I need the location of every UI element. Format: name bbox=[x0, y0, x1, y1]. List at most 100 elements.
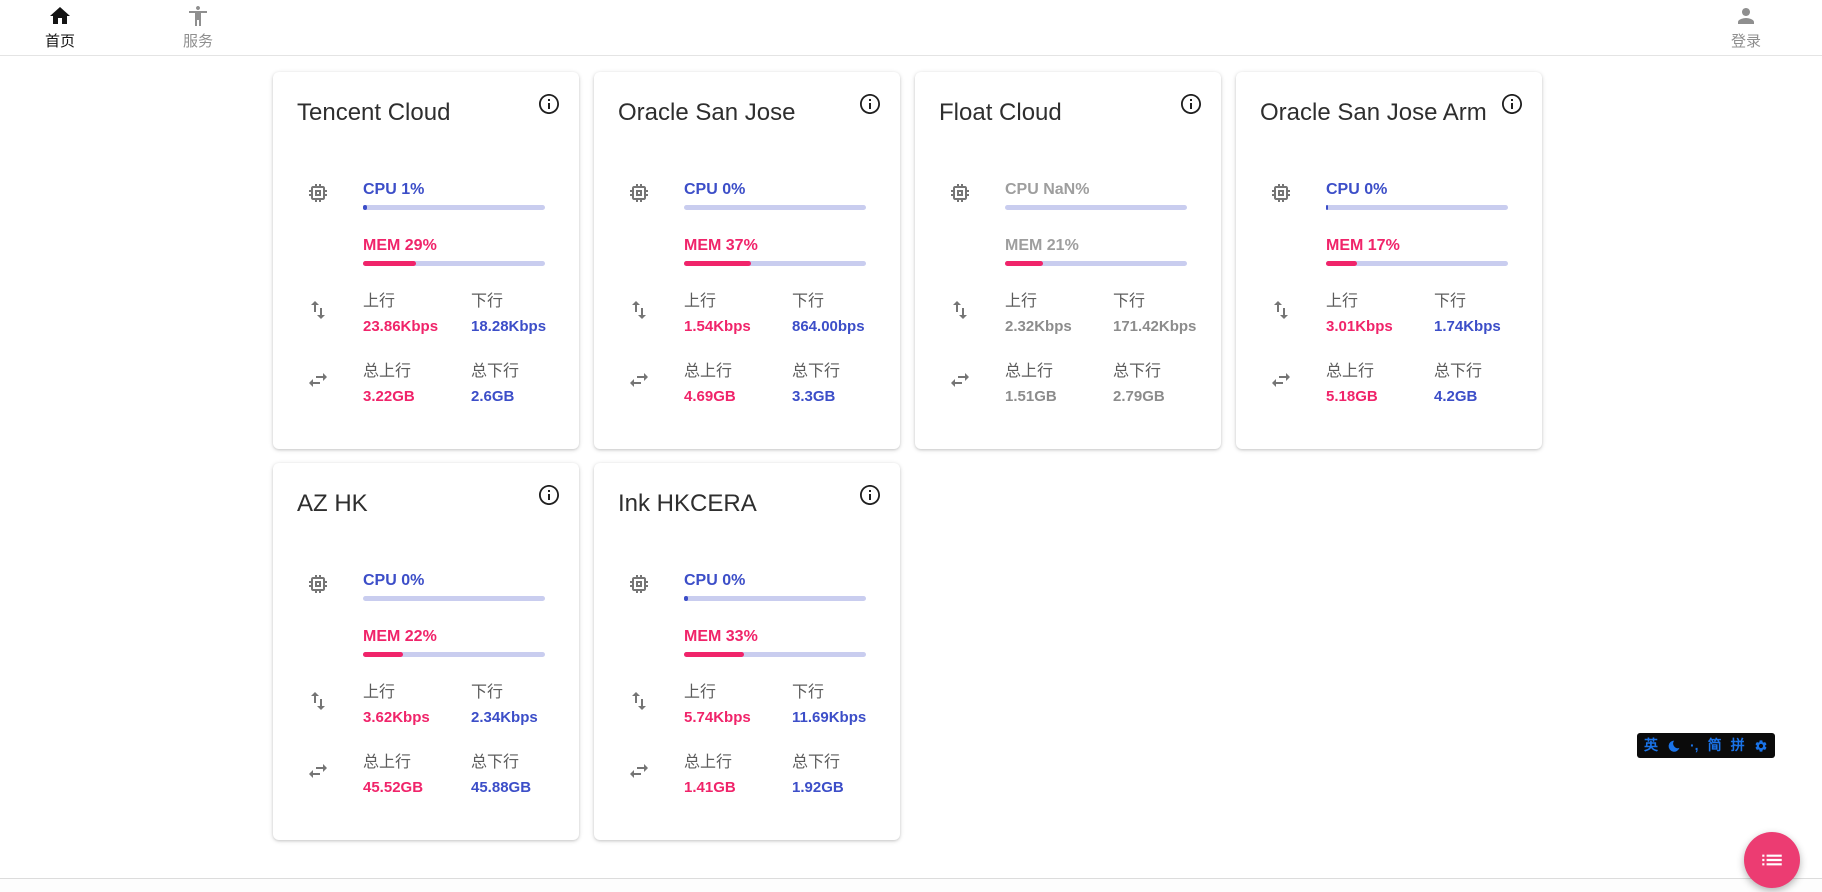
upload-value: 2.32Kbps bbox=[1005, 318, 1072, 335]
mem-progress bbox=[684, 261, 866, 266]
total-download-label: 总下行 bbox=[471, 754, 520, 771]
nav-item-login-label: 登录 bbox=[1730, 33, 1761, 50]
nav-item-home-label: 首页 bbox=[44, 33, 75, 50]
nav-item-services[interactable]: 服务 bbox=[172, 4, 224, 51]
total-upload-value: 4.69GB bbox=[684, 388, 736, 405]
upload-label: 上行 bbox=[1326, 293, 1359, 310]
server-name: Oracle San Jose bbox=[618, 99, 796, 126]
top-nav: 首页 服务 登录 bbox=[0, 0, 1822, 56]
server-stats: CPU 1% MEM 29% bbox=[297, 180, 555, 407]
card-header: Float Cloud bbox=[939, 94, 1201, 128]
total-row: 总上行 5.18GB 总下行 4.2GB bbox=[1269, 361, 1508, 407]
server-stats: CPU NaN% MEM 21% bbox=[939, 180, 1197, 407]
card-header: Ink HKCERA bbox=[618, 485, 880, 519]
cpu-usage-text: CPU 1% bbox=[363, 181, 425, 198]
server-card[interactable]: AZ HK CPU 0% MEM 22% bbox=[273, 463, 579, 840]
download-value: 2.34Kbps bbox=[471, 709, 538, 726]
total-download-value: 1.92GB bbox=[792, 779, 844, 796]
server-stats: CPU 0% MEM 33% bbox=[618, 571, 876, 798]
ime-punctuation-mode[interactable]: ·, bbox=[1690, 737, 1699, 753]
server-name: Float Cloud bbox=[939, 99, 1062, 126]
upload-label: 上行 bbox=[363, 293, 396, 310]
total-upload-label: 总上行 bbox=[363, 754, 412, 771]
info-icon[interactable] bbox=[537, 483, 561, 507]
speed-row: 上行 3.62Kbps 下行 2.34Kbps bbox=[306, 682, 545, 728]
total-download-label: 总下行 bbox=[792, 754, 841, 771]
cpu-usage-text: CPU 0% bbox=[1326, 181, 1388, 198]
total-upload-label: 总上行 bbox=[684, 754, 733, 771]
cpu-row: CPU 0% MEM 17% bbox=[1269, 180, 1508, 266]
total-row: 总上行 4.69GB 总下行 3.3GB bbox=[627, 361, 866, 407]
swap-vert-icon bbox=[627, 689, 651, 713]
server-card[interactable]: Tencent Cloud CPU 1% MEM bbox=[273, 72, 579, 449]
moon-icon[interactable] bbox=[1667, 739, 1681, 753]
ime-pinyin-mode[interactable]: 拼 bbox=[1730, 737, 1745, 753]
server-stats: CPU 0% MEM 37% bbox=[618, 180, 876, 407]
total-upload-value: 1.41GB bbox=[684, 779, 736, 796]
swap-vert-icon bbox=[1269, 298, 1293, 322]
total-download-label: 总下行 bbox=[1434, 363, 1483, 380]
cpu-row: CPU 0% MEM 22% bbox=[306, 571, 545, 657]
swap-vert-icon bbox=[627, 298, 651, 322]
total-upload-label: 总上行 bbox=[1326, 363, 1375, 380]
total-download-value: 2.79GB bbox=[1113, 388, 1165, 405]
cpu-progress bbox=[684, 205, 866, 210]
info-icon[interactable] bbox=[858, 92, 882, 116]
cpu-progress bbox=[684, 596, 866, 601]
total-row: 总上行 1.51GB 总下行 2.79GB bbox=[948, 361, 1187, 407]
upload-label: 上行 bbox=[363, 684, 396, 701]
total-upload-value: 3.22GB bbox=[363, 388, 415, 405]
swap-vert-icon bbox=[306, 298, 330, 322]
download-value: 11.69Kbps bbox=[792, 709, 867, 726]
total-download-value: 4.2GB bbox=[1434, 388, 1478, 405]
speed-row: 上行 2.32Kbps 下行 171.42Kbps bbox=[948, 291, 1196, 337]
server-card[interactable]: Ink HKCERA CPU 0% MEM 33 bbox=[594, 463, 900, 840]
nav-item-home[interactable]: 首页 bbox=[34, 4, 86, 51]
server-card[interactable]: Oracle San Jose CPU 0% M bbox=[594, 72, 900, 449]
info-icon[interactable] bbox=[858, 483, 882, 507]
nav-item-login[interactable]: 登录 bbox=[1720, 4, 1772, 51]
download-label: 下行 bbox=[1434, 293, 1467, 310]
download-value: 171.42Kbps bbox=[1113, 318, 1197, 335]
speed-row: 上行 3.01Kbps 下行 1.74Kbps bbox=[1269, 291, 1508, 337]
gear-icon[interactable] bbox=[1754, 739, 1768, 753]
list-icon bbox=[1759, 847, 1785, 873]
ime-language-mode[interactable]: 英 bbox=[1644, 737, 1658, 753]
server-name: Ink HKCERA bbox=[618, 490, 757, 517]
mem-progress-fill bbox=[363, 652, 404, 657]
info-icon[interactable] bbox=[1500, 92, 1524, 116]
cpu-usage-text: CPU 0% bbox=[684, 572, 746, 589]
upload-value: 1.54Kbps bbox=[684, 318, 751, 335]
ime-simplified-mode[interactable]: 简 bbox=[1707, 737, 1722, 753]
info-icon[interactable] bbox=[537, 92, 561, 116]
cpu-progress bbox=[363, 205, 545, 210]
total-download-value: 3.3GB bbox=[792, 388, 836, 405]
cpu-chip-icon bbox=[1269, 181, 1293, 205]
card-header: Tencent Cloud bbox=[297, 94, 559, 128]
download-value: 18.28Kbps bbox=[471, 318, 547, 335]
mem-progress bbox=[1005, 261, 1187, 266]
total-upload-value: 5.18GB bbox=[1326, 388, 1378, 405]
mem-usage-text: MEM 22% bbox=[363, 628, 437, 645]
download-label: 下行 bbox=[792, 684, 825, 701]
server-list-fab[interactable] bbox=[1744, 832, 1800, 888]
total-upload-label: 总上行 bbox=[363, 363, 412, 380]
accessibility-icon bbox=[186, 4, 210, 28]
mem-progress-fill bbox=[684, 261, 752, 266]
swap-vert-icon bbox=[948, 298, 972, 322]
cpu-usage-text: CPU NaN% bbox=[1005, 181, 1090, 198]
server-card[interactable]: Float Cloud CPU NaN% MEM bbox=[915, 72, 1221, 449]
total-row: 总上行 1.41GB 总下行 1.92GB bbox=[627, 752, 866, 798]
swap-horiz-icon bbox=[627, 759, 651, 783]
server-stats: CPU 0% MEM 17% bbox=[1260, 180, 1518, 407]
info-icon[interactable] bbox=[1179, 92, 1203, 116]
server-stats: CPU 0% MEM 22% bbox=[297, 571, 555, 798]
swap-horiz-icon bbox=[948, 368, 972, 392]
total-download-label: 总下行 bbox=[1113, 363, 1162, 380]
server-grid: Tencent Cloud CPU 1% MEM bbox=[273, 72, 1542, 840]
mem-usage-text: MEM 17% bbox=[1326, 237, 1400, 254]
upload-value: 3.62Kbps bbox=[363, 709, 430, 726]
server-card[interactable]: Oracle San Jose Arm CPU 0% bbox=[1236, 72, 1542, 449]
download-value: 864.00bps bbox=[792, 318, 865, 335]
upload-value: 5.74Kbps bbox=[684, 709, 751, 726]
